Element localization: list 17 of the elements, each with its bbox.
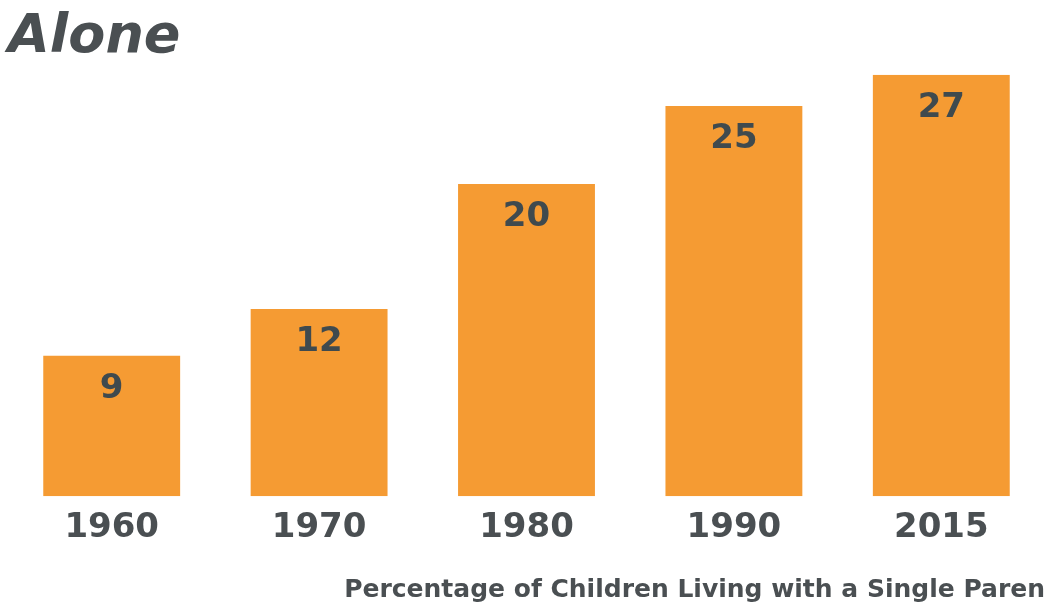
data-label: 27 bbox=[917, 84, 965, 125]
data-label: 12 bbox=[295, 318, 343, 359]
x-tick-label: 1980 bbox=[479, 505, 574, 546]
x-tick-label: 2015 bbox=[893, 505, 989, 546]
data-label: 9 bbox=[99, 365, 124, 406]
bar bbox=[43, 355, 181, 497]
data-label: 25 bbox=[710, 115, 758, 156]
bar bbox=[665, 106, 803, 497]
bar bbox=[458, 184, 595, 497]
x-tick-label: 1990 bbox=[686, 505, 782, 546]
chart-title: Alone bbox=[4, 2, 181, 66]
bar bbox=[250, 308, 388, 497]
data-label: 20 bbox=[502, 193, 551, 234]
bar bbox=[872, 74, 1010, 497]
x-tick-label: 1970 bbox=[271, 505, 367, 546]
x-axis-title: Percentage of Children Living with a Single Paren bbox=[344, 573, 1045, 603]
x-tick-label: 1960 bbox=[64, 505, 160, 546]
